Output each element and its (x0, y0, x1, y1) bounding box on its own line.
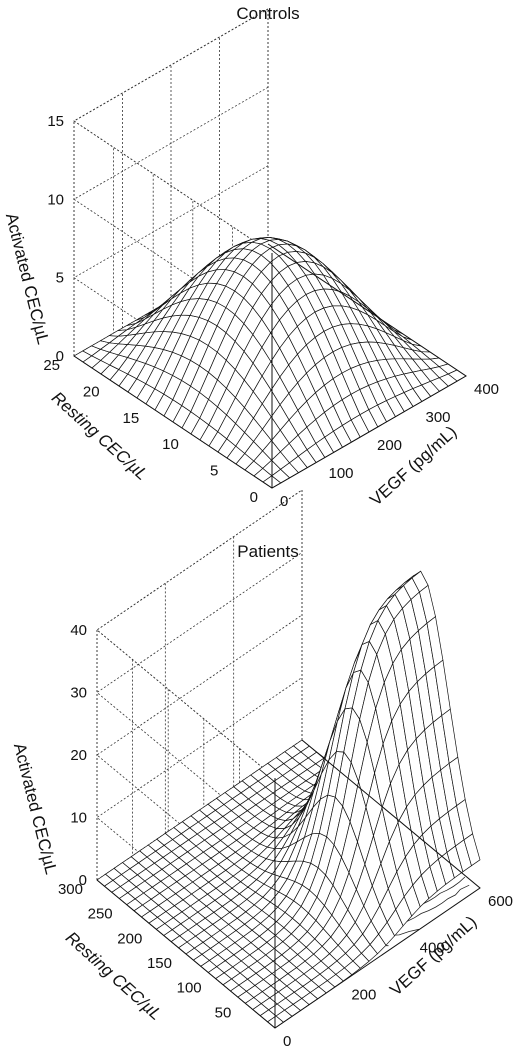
z-tick-label: 15 (47, 113, 64, 130)
patients-chart: Patients 0102030405010015020025030002004… (10, 489, 513, 1050)
z-axis-label: Activated CEC/µL (2, 211, 53, 346)
x-tick-label: 0 (280, 493, 288, 510)
z-tick-label: 30 (70, 685, 87, 702)
wall-top-edge (96, 489, 303, 779)
chart-title: Controls (236, 4, 299, 23)
chart-title: Patients (237, 542, 298, 561)
y-axis-label: Resting CEC/µL (62, 928, 166, 1024)
y-tick-label: 150 (147, 955, 172, 972)
x-tick-label: 400 (474, 381, 499, 398)
z-tick-label: 40 (70, 622, 87, 639)
z-tick-label: 10 (47, 191, 64, 208)
z-tick-label: 0 (79, 872, 87, 889)
x-tick-label: 600 (488, 893, 513, 910)
wall-gridline (96, 552, 303, 841)
y-tick-label: 0 (250, 489, 258, 506)
y-tick-label: 50 (215, 1004, 232, 1021)
wall-gridline (96, 489, 303, 779)
x-tick-label: 200 (377, 437, 402, 454)
y-axis-label: Resting CEC/µL (48, 388, 152, 484)
wall-gridline (73, 8, 273, 254)
front-edges (73, 243, 467, 489)
z-tick-label: 10 (70, 810, 87, 827)
y-tick-label: 200 (117, 930, 142, 947)
y-tick-label: 25 (43, 357, 60, 374)
y-tick-label: 250 (88, 906, 113, 923)
z-axis-label: Activated CEC/µL (10, 741, 61, 876)
y-tick-label: 15 (123, 410, 140, 427)
floor-edge (96, 739, 481, 1029)
x-tick-label: 100 (329, 465, 354, 482)
x-tick-label: 300 (426, 409, 451, 426)
floor-edge (73, 243, 467, 489)
z-tick-label: 0 (56, 348, 64, 365)
surface (73, 237, 467, 489)
z-tick-label: 5 (56, 270, 64, 287)
z-tick-label: 20 (70, 747, 87, 764)
y-tick-label: 20 (83, 383, 100, 400)
surface (96, 570, 481, 1029)
wall-top-edge (73, 8, 273, 254)
y-tick-label: 100 (177, 980, 202, 997)
x-tick-label: 0 (283, 1033, 291, 1050)
y-tick-label: 300 (58, 881, 83, 898)
y-tick-label: 5 (210, 463, 218, 480)
surface-cell (463, 833, 481, 867)
wall-gridline (73, 165, 273, 411)
x-axis-label: VEGF (pg/mL) (366, 422, 460, 509)
x-tick-label: 400 (420, 940, 445, 957)
front-edges (96, 739, 481, 1029)
x-tick-label: 200 (351, 986, 376, 1003)
y-tick-label: 10 (162, 436, 179, 453)
